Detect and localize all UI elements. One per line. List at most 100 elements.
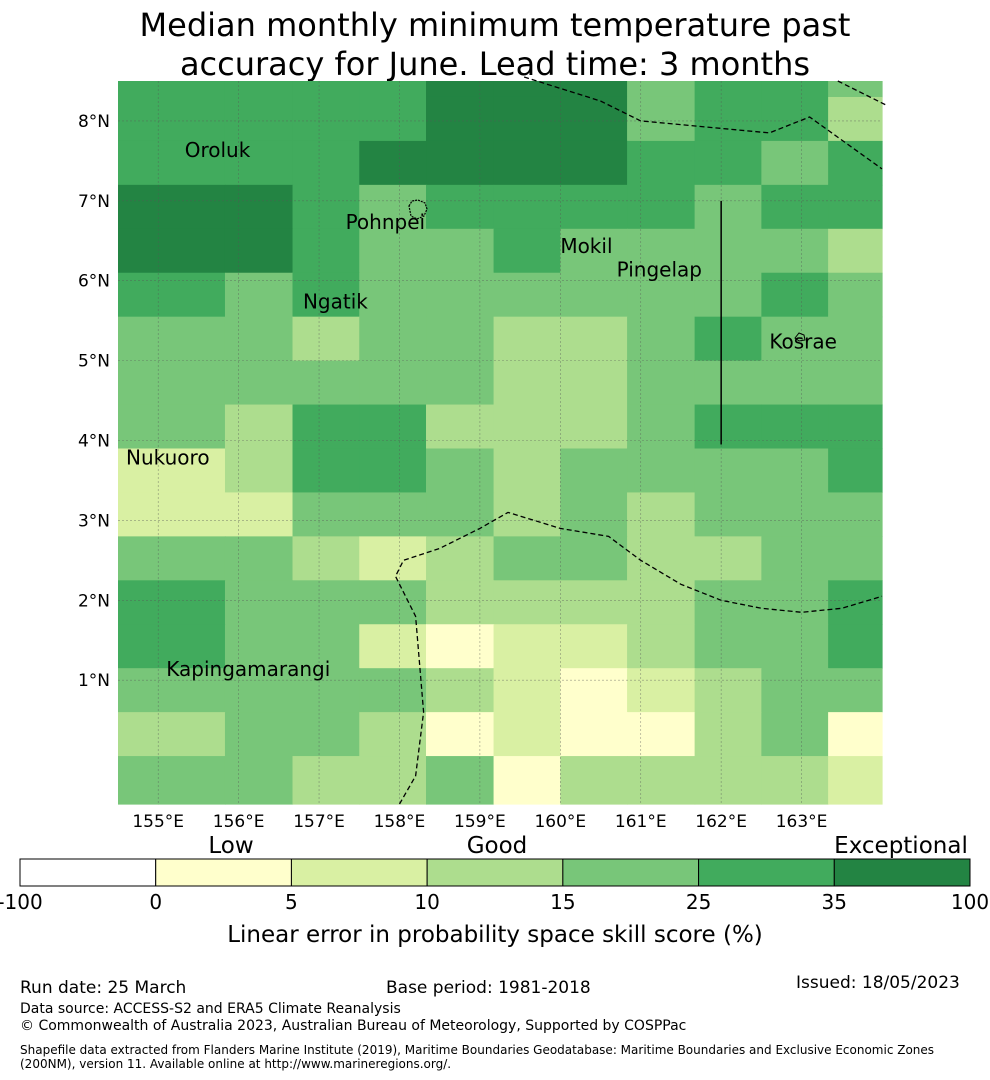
skill-cell: [761, 360, 829, 406]
skill-cell: [158, 756, 226, 805]
latitude-tick-label: 6°N: [78, 272, 110, 292]
latitude-tick-label: 8°N: [78, 112, 110, 132]
skill-cell: [493, 668, 561, 713]
skill-cell: [828, 96, 883, 142]
skill-cell: [118, 624, 159, 669]
latitude-tick-label: 3°N: [78, 511, 110, 531]
colorbar-tick-label: 100: [951, 890, 989, 914]
skill-cell: [761, 184, 829, 230]
skill-cell: [158, 536, 226, 581]
skill-cell: [292, 272, 360, 318]
island-label: Nukuoro: [126, 445, 210, 469]
skill-cell: [493, 272, 561, 318]
colorbar: -100 0 5 10 15 25 35 100 Low Good Exceptional Linea…: [0, 833, 989, 948]
skill-cell: [158, 228, 226, 274]
skill-cell: [694, 316, 762, 362]
skill-cell: [224, 228, 294, 274]
skill-cell: [118, 184, 159, 230]
longitude-tick-label: 155°E: [132, 812, 184, 832]
skill-cell: [627, 316, 696, 362]
skill-cell: [828, 272, 883, 318]
skill-cell: [828, 668, 883, 713]
skill-cell: [426, 404, 495, 450]
title-line-2: accuracy for June. Lead time: 3 months: [179, 45, 811, 83]
skill-cell: [118, 96, 159, 142]
skill-cell: [694, 624, 762, 669]
skill-cell: [426, 580, 495, 625]
skill-cell: [694, 96, 762, 142]
skill-cell: [158, 492, 226, 537]
eez-boundary-line: [394, 511, 883, 805]
skill-cell: [627, 228, 696, 274]
skill-cell: [694, 668, 762, 713]
skill-cell: [224, 712, 294, 757]
eez-boundary-line: [523, 76, 883, 170]
skill-cell: [224, 272, 294, 318]
skill-cell: [118, 536, 159, 581]
skill-cell: [761, 272, 829, 318]
skill-cell: [224, 184, 294, 230]
island-label: Mokil: [560, 234, 612, 258]
skill-cell: [828, 360, 883, 406]
skill-cell: [426, 81, 495, 98]
skill-cell: [292, 756, 360, 805]
skill-cell: [158, 668, 226, 713]
latitude-tick-label: 5°N: [78, 352, 110, 372]
island-label: Kosrae: [769, 330, 837, 354]
skill-cell: [493, 360, 561, 406]
skill-cell: [158, 272, 226, 318]
skill-cell: [158, 404, 226, 450]
skill-cell: [761, 580, 829, 625]
skill-cell: [761, 140, 829, 186]
skill-cell: [359, 492, 427, 537]
skill-cell: [828, 624, 883, 669]
skill-cell: [118, 404, 159, 450]
skill-cell: [627, 492, 696, 537]
skill-cell: [560, 712, 628, 757]
skill-cell: [118, 668, 159, 713]
skill-cell: [560, 316, 628, 362]
skill-cell: [560, 272, 628, 318]
skill-cell: [828, 536, 883, 581]
skill-cell: [627, 668, 696, 713]
skill-cell: [292, 712, 360, 757]
skill-cell: [158, 184, 226, 230]
skill-cell: [560, 580, 628, 625]
skill-cell: [493, 756, 561, 805]
skill-cell: [828, 228, 883, 274]
latitude-tick-label: 1°N: [78, 671, 110, 691]
skill-cell: [158, 360, 226, 406]
skill-cell: [627, 140, 696, 186]
skill-cell: [828, 404, 883, 450]
skill-cell: [426, 624, 495, 669]
skill-cell: [158, 81, 226, 98]
skill-cell: [158, 96, 226, 142]
base-period: Base period: 1981-2018: [386, 978, 591, 998]
skill-cell: [493, 624, 561, 669]
skill-cell: [359, 536, 427, 581]
skill-cell: [828, 580, 883, 625]
skill-cell: [292, 184, 360, 230]
skill-cell: [694, 756, 762, 805]
skill-cell: [493, 228, 561, 274]
skill-cell: [627, 580, 696, 625]
skill-cell: [560, 96, 628, 142]
skill-cell: [292, 228, 360, 274]
skill-cell: [158, 580, 226, 625]
skill-cell: [761, 404, 829, 450]
skill-grid: [118, 81, 883, 805]
skill-cell: [627, 448, 696, 494]
skill-cell: [292, 81, 360, 98]
skill-cell: [359, 448, 427, 494]
skill-cell: [118, 360, 159, 406]
skill-cell: [359, 96, 427, 142]
skill-cell: [828, 756, 883, 805]
skill-cell: [828, 712, 883, 757]
colorbar-segment: [562, 858, 700, 887]
skill-cell: [694, 448, 762, 494]
skill-cell: [761, 668, 829, 713]
skill-cell: [292, 96, 360, 142]
skill-cell: [560, 81, 628, 98]
skill-cell: [292, 448, 360, 494]
